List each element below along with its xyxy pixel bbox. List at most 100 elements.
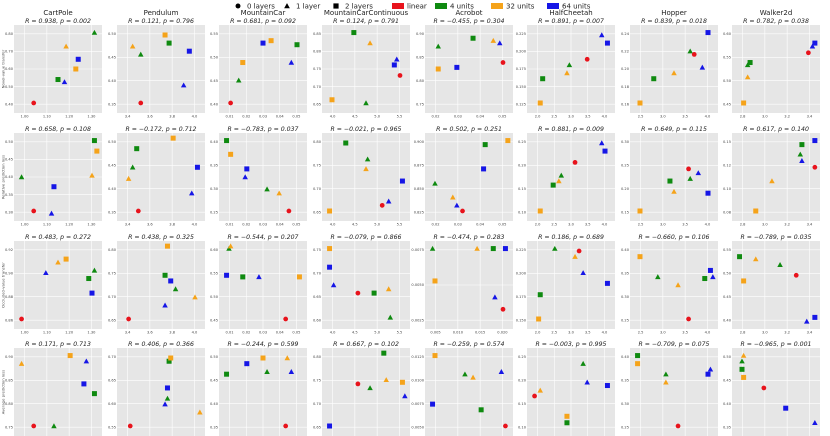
plot-area (630, 241, 718, 329)
data-point-4-units-triangle (432, 180, 438, 186)
y-tick-label: 0.35 (723, 425, 731, 429)
x-tick-label: 3.2 (784, 115, 790, 119)
data-point-64-units-triangle (288, 369, 295, 374)
data-point-64-units-triangle (189, 190, 195, 196)
plot-area (732, 348, 820, 436)
data-point-32-units-triangle (227, 243, 234, 249)
x-tick-label: 3.6 (147, 223, 153, 227)
correlation-stat: R = 0.649, p = 0.115 (641, 126, 707, 133)
y-tick-label: 0.50 (5, 85, 14, 89)
data-point-4-units-square (294, 42, 300, 48)
x-tick-label: 3.0 (762, 223, 768, 227)
x-tick-label: 4.0 (330, 115, 336, 119)
data-point-64-units-square (707, 267, 713, 273)
y-tick-label: 0.50 (5, 140, 14, 144)
data-point-4-units-triangle (172, 286, 179, 292)
panel-acrobot-row-2: R = −0.474, p = 0.283 0.005 0.010 0.015 0.02… (411, 234, 513, 335)
y-tick-label: 0.65 (313, 425, 321, 429)
x-tick-label: 2.5 (638, 115, 644, 119)
legend-item-linear: linear (392, 3, 427, 11)
y-tick-label: 0.75 (313, 67, 321, 71)
data-point-32-units-square (637, 100, 643, 106)
y-tick-label: 0.90 (5, 271, 14, 275)
y-tick-label: 0.80 (313, 50, 322, 54)
y-tick-label: 0.45 (210, 79, 218, 83)
x-tick-label: 4.0 (602, 223, 608, 227)
data-point-linear-circle (283, 423, 289, 429)
correlation-stat: R = −0.079, p = 0.866 (330, 234, 401, 241)
data-point-4-units-triangle (739, 358, 745, 364)
y-tick-label: 0.30 (5, 210, 14, 214)
data-point-4-units-square (550, 182, 556, 188)
y-tick-label: 0.88 (5, 295, 14, 299)
legend: 0 layers 1 layer 2 layers linear 4 units 32 u… (235, 3, 591, 11)
data-point-64-units-triangle (402, 393, 408, 399)
y-tick-label: 0.70 (313, 85, 322, 89)
data-point-32-units-square (327, 208, 333, 214)
x-tick-label: 3.0 (660, 223, 666, 227)
y-tick-label: 0.40 (723, 318, 732, 322)
y-tick-label: 0.40 (108, 187, 117, 191)
y-tick-label: 0.225 (516, 248, 526, 252)
plot-area (14, 241, 102, 329)
plot-area (322, 348, 410, 436)
plot-area (117, 348, 205, 436)
data-point-linear-circle (686, 166, 691, 172)
data-point-linear-circle (355, 381, 361, 387)
y-tick-label: 0.50 (723, 79, 732, 83)
x-tick-label: 0.04 (476, 115, 485, 119)
data-point-linear-circle (31, 208, 37, 214)
y-tick-label: 0.40 (5, 175, 14, 179)
correlation-stat: R = −0.474, p = 0.283 (433, 234, 504, 241)
correlation-stat: R = 0.124, p = 0.791 (333, 18, 399, 25)
data-point-4-units-triangle (264, 369, 270, 374)
data-point-64-units-square (164, 385, 170, 391)
data-point-64-units-square (430, 401, 436, 407)
data-point-4-units-square (537, 292, 543, 298)
data-point-32-units-square (637, 208, 643, 214)
y-tick-label: 0.50 (723, 355, 732, 359)
data-point-4-units-square (166, 358, 172, 364)
y-tick-label: 0.45 (210, 378, 218, 382)
data-point-linear-circle (503, 423, 508, 429)
panel-halfcheetah-row-1: R = 0.881, p = 0.009 2.0 2.5 3.0 3.5 4.0 0.25 0… (518, 126, 615, 227)
data-point-32-units-square (564, 413, 570, 419)
data-point-4-units-triangle (462, 371, 468, 377)
x-tick-label: 5.5 (397, 223, 403, 227)
data-point-linear-circle (675, 423, 681, 429)
panel-halfcheetah-row-3: R = −0.003, p = 0.9952.02.53.03.54.00.25… (518, 341, 615, 436)
y-tick-label: 0.40 (5, 102, 14, 106)
legend-swatch (491, 3, 503, 9)
panel-acrobot-row-3: R = −0.259, p = 0.5740.0050.0100.0150.02… (411, 341, 513, 436)
x-tick-label: 3.5 (682, 331, 688, 335)
data-point-32-units-square (537, 208, 543, 214)
data-point-4-units-square (478, 407, 484, 413)
data-point-linear-circle (793, 272, 799, 278)
data-point-64-units-triangle (492, 294, 498, 300)
data-point-32-units-square (94, 148, 100, 154)
panel-acrobot-row-1: R = 0.502, p = 0.251 0.02 0.03 0.04 0.05 0.90… (414, 126, 513, 227)
plot-area (117, 25, 205, 113)
y-tick-label: 0.40 (210, 102, 219, 106)
y-tick-label: 0.80 (108, 248, 117, 252)
x-tick-label: 3.8 (169, 223, 175, 227)
row-labels: Novel-value transfer Relative prediction … (1, 49, 6, 414)
legend-item-32-units: 32 units (491, 3, 535, 11)
correlation-stat: R = 0.617, p = 0.140 (743, 126, 809, 133)
y-tick-label: 0.65 (108, 378, 116, 382)
y-tick-label: 0.12 (723, 163, 731, 167)
panel-walker2d-row-1: R = 0.617, p = 0.140 2.8 3.0 3.2 3.4 0.15 0.12… (723, 126, 820, 227)
data-point-64-units-square (783, 405, 789, 411)
data-point-32-units-square (435, 66, 441, 72)
data-point-64-units-triangle (162, 302, 168, 308)
data-point-32-units-triangle (470, 374, 476, 380)
y-tick-label: 0.15 (723, 140, 731, 144)
x-tick-label: 3.5 (585, 223, 591, 227)
y-tick-label: 0.0100 (411, 378, 424, 382)
y-tick-label: 0.25 (621, 425, 629, 429)
y-tick-label: 0.65 (108, 318, 116, 322)
y-tick-label: 0.25 (621, 163, 629, 167)
y-tick-label: 0.22 (621, 50, 629, 54)
env-title: Acrobot (456, 9, 483, 17)
